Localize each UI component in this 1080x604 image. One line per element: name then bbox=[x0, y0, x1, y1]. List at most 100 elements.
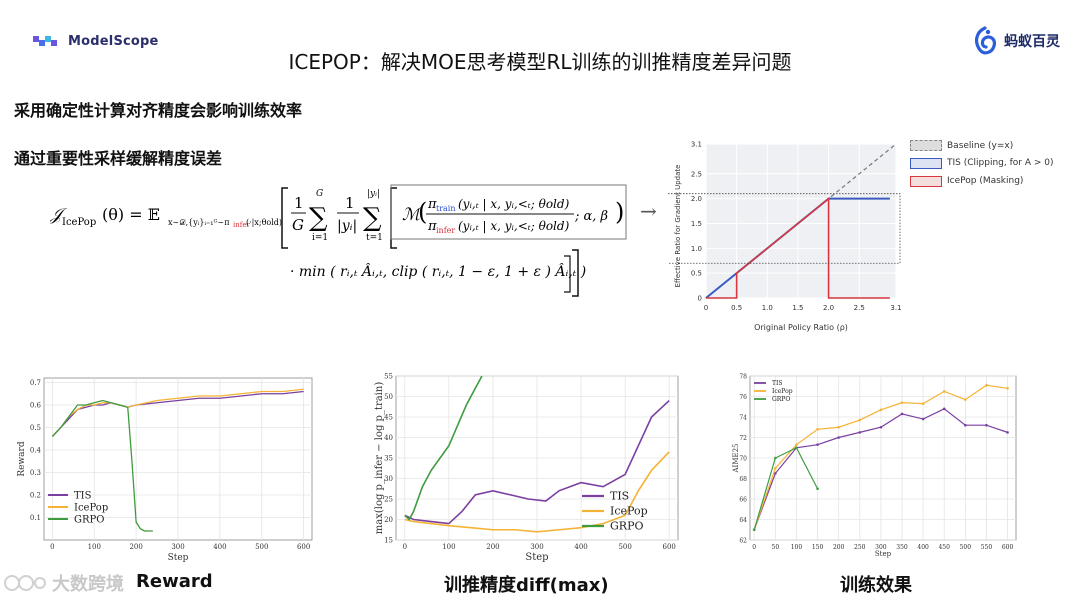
legend-label-icepop: IcePop bbox=[772, 388, 793, 395]
ytick-label: 78 bbox=[739, 374, 747, 381]
ytick-label: 50 bbox=[384, 393, 393, 401]
formula-arrow: → bbox=[640, 199, 657, 223]
series-point-tis bbox=[921, 417, 925, 421]
xtick-label: 200 bbox=[486, 543, 499, 551]
legend-label-icepop: IcePop (Masking) bbox=[947, 176, 1024, 186]
xtick-label: 150 bbox=[812, 544, 824, 551]
legend-label-tis: TIS bbox=[772, 380, 782, 387]
modelscope-logo: ModelScope bbox=[32, 33, 159, 49]
xtick-label: 0 bbox=[752, 544, 756, 551]
formula-cond-den: (yᵢ,ₜ | x, yᵢ,<ₜ; θold) bbox=[458, 219, 570, 233]
xtick-label: 550 bbox=[981, 544, 993, 551]
masking-ytick-label: 1.0 bbox=[691, 245, 702, 253]
masking-ytick-label: 0.5 bbox=[691, 270, 702, 278]
legend-tis: TIS (Clipping, for A > 0) bbox=[910, 154, 1078, 172]
formula-sum2-bottom: t=1 bbox=[366, 233, 383, 243]
legend-baseline: Baseline (y=x) bbox=[910, 137, 1078, 154]
watermark-icon bbox=[4, 575, 46, 591]
formula-mask-box bbox=[390, 184, 627, 240]
xtick-label: 350 bbox=[896, 544, 908, 551]
point-deterministic: 采用确定性计算对齐精度会影响训练效率 bbox=[14, 101, 303, 120]
point-importance-sampling: 通过重要性采样缓解精度误差 bbox=[14, 149, 223, 168]
series-point-icepop bbox=[837, 425, 840, 429]
series-point-icepop bbox=[1006, 387, 1009, 390]
x-axis-label: Step bbox=[525, 552, 548, 563]
formula-mask-params: ; α, β bbox=[574, 209, 608, 224]
ytick-label: 74 bbox=[739, 415, 747, 422]
masking-chart-xlabel: Original Policy Ratio (ρ) bbox=[754, 323, 848, 332]
series-point-grpo bbox=[795, 446, 798, 450]
series-point-tis bbox=[879, 425, 883, 429]
masking-xtick-label: 2.0 bbox=[823, 304, 834, 312]
icepop-mask-line bbox=[706, 196, 890, 299]
series-point-tis bbox=[774, 472, 777, 475]
training-effect-chart-label: 训练效果 bbox=[840, 575, 912, 596]
xtick-label: 100 bbox=[88, 543, 101, 551]
icepop-formula: 𝒥 IcePop (θ) = 𝔼 x∼𝒟,{yᵢ}ᵢ₌₁ᴳ∼π infer (·… bbox=[50, 184, 657, 297]
formula-min-part: · min ( rᵢ,ₜ Âᵢ,ₜ, clip ( rᵢ,ₜ, 1 − ε, 1… bbox=[290, 262, 586, 280]
series-point-tis bbox=[985, 423, 988, 427]
xtick-label: 200 bbox=[129, 543, 142, 551]
xtick-label: 600 bbox=[297, 543, 310, 551]
series-point-icepop bbox=[921, 402, 925, 405]
ant-logo-text: 蚂蚁百灵 bbox=[1004, 34, 1060, 50]
legend-icepop: IcePop (Masking) bbox=[910, 172, 1078, 190]
formula-mask-paren-right: ) bbox=[615, 198, 624, 226]
watermark: 大数跨境 bbox=[2, 570, 124, 596]
ytick-label: 0.4 bbox=[30, 447, 42, 455]
ytick-label: 62 bbox=[739, 538, 747, 545]
series-point-icepop bbox=[774, 466, 777, 470]
series-point-icepop bbox=[964, 398, 967, 401]
formula-sum1-top: G bbox=[316, 189, 323, 199]
legend-swatch-tis bbox=[910, 157, 942, 169]
masking-ytick-label: 1.5 bbox=[691, 220, 702, 228]
ytick-label: 15 bbox=[384, 537, 393, 545]
masking-xtick-label: 0 bbox=[704, 304, 708, 312]
precision-diff-chart-label: 训推精度diff(max) bbox=[444, 575, 609, 596]
x-axis-label: Step bbox=[875, 550, 892, 558]
modelscope-logo-icon bbox=[33, 36, 57, 46]
watermark-text: 大数跨境 bbox=[52, 574, 124, 595]
xtick-label: 500 bbox=[618, 543, 631, 551]
series-point-icepop bbox=[795, 443, 798, 446]
legend-label-tis: TIS (Clipping, for A > 0) bbox=[947, 158, 1054, 168]
ytick-label: 25 bbox=[384, 496, 393, 504]
ytick-label: 55 bbox=[384, 373, 393, 381]
y-axis-label: Reward bbox=[17, 441, 27, 476]
masking-xtick-label: 0.5 bbox=[731, 304, 742, 312]
formula-frac2-den: |yᵢ| bbox=[337, 218, 357, 234]
xtick-label: 100 bbox=[442, 543, 455, 551]
formula-mask-symbol: ℳ bbox=[402, 205, 423, 225]
formula-expect-sub-infer: infer bbox=[233, 221, 250, 229]
legend-label-tis: TIS bbox=[610, 490, 629, 503]
formula-mask-paren-left: ( bbox=[418, 198, 427, 226]
series-point-tis bbox=[942, 407, 946, 411]
formula-frac1-den: G bbox=[292, 216, 304, 234]
ant-logo-icon bbox=[974, 26, 996, 55]
formula-theta: (θ) = 𝔼 bbox=[102, 205, 160, 224]
ytick-label: 0.7 bbox=[30, 379, 41, 387]
series-line-grpo bbox=[51, 399, 153, 532]
ytick-label: 45 bbox=[384, 414, 393, 422]
x-axis-label: Step bbox=[168, 553, 189, 562]
masking-xtick-label: 1.0 bbox=[762, 304, 773, 312]
series-point-icepop bbox=[900, 401, 904, 404]
xtick-label: 400 bbox=[574, 543, 587, 551]
series-point-icepop bbox=[942, 390, 946, 393]
masking-xtick-label: 3.1 bbox=[890, 304, 901, 312]
series-line-grpo bbox=[404, 376, 483, 521]
series-point-tis bbox=[900, 412, 904, 416]
formula-lhs-sub: IcePop bbox=[62, 217, 96, 228]
formula-cond-num: (yᵢ,ₜ | x, yᵢ,<ₜ; θold) bbox=[458, 197, 570, 211]
ytick-label: 64 bbox=[739, 517, 747, 524]
y-axis-label: max(log p_infer − log p_train) bbox=[374, 382, 385, 535]
masking-legend: Baseline (y=x) TIS (Clipping, for A > 0)… bbox=[910, 137, 1078, 190]
formula-sum2-top: |yᵢ| bbox=[367, 189, 380, 199]
masking-chart-ylabel: Effective Ratio for Gradient Update bbox=[674, 165, 682, 288]
formula-big-bracket-left bbox=[281, 187, 288, 249]
xtick-label: 300 bbox=[530, 543, 543, 551]
xtick-label: 250 bbox=[854, 544, 866, 551]
xtick-label: 450 bbox=[938, 544, 950, 551]
series-line-icepop bbox=[404, 451, 670, 533]
ytick-label: 0.3 bbox=[30, 469, 41, 477]
